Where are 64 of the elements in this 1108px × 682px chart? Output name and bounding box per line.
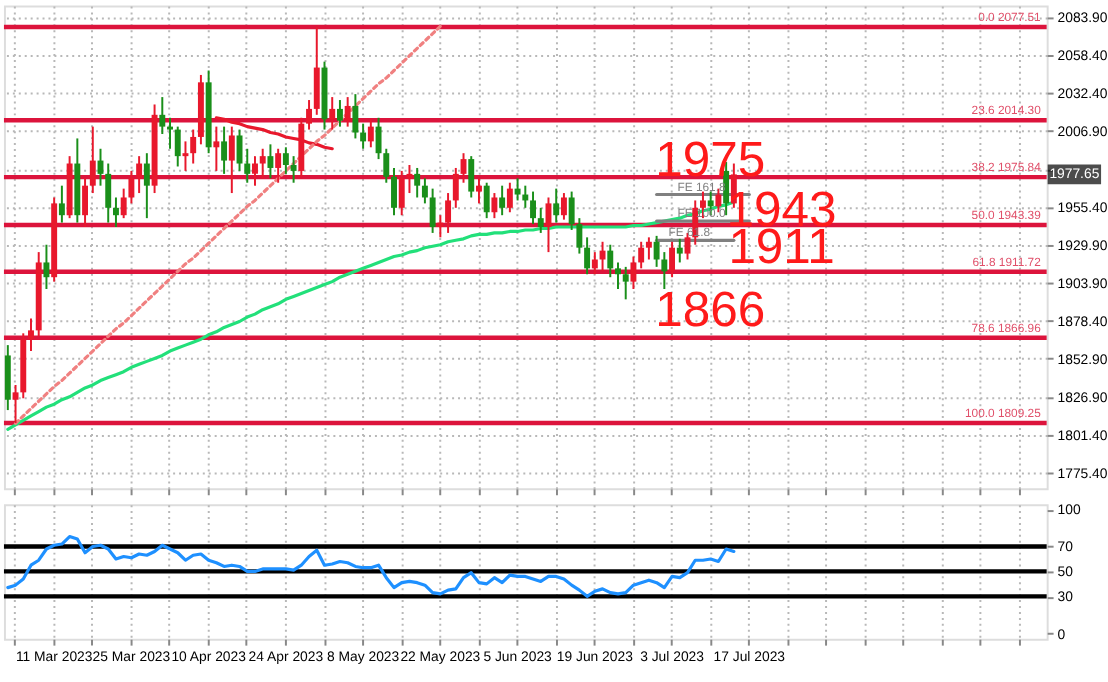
candlestick — [259, 147, 266, 180]
candlestick — [599, 240, 606, 273]
candlestick — [89, 125, 96, 195]
candlestick — [468, 155, 475, 199]
candlestick — [336, 99, 343, 128]
candlestick — [445, 192, 452, 234]
candlestick — [630, 255, 637, 291]
line-series — [13, 24, 442, 425]
candlestick — [391, 166, 397, 217]
candlestick — [514, 177, 521, 202]
candlestick — [669, 240, 676, 279]
candlestick — [421, 177, 428, 205]
candlestick — [638, 240, 645, 270]
candlestick — [607, 243, 614, 279]
candlestick — [221, 125, 228, 175]
candlestick — [182, 140, 189, 172]
candlestick — [190, 128, 197, 165]
candlestick — [553, 187, 560, 224]
candlestick — [143, 152, 150, 220]
candlestick — [530, 190, 536, 226]
candlestick — [414, 166, 421, 199]
candlestick — [344, 96, 351, 128]
candlestick — [329, 96, 336, 131]
candlestick — [4, 344, 11, 412]
candlestick — [167, 116, 173, 150]
candlestick — [615, 261, 621, 291]
candlestick — [537, 206, 544, 234]
candlestick — [429, 187, 436, 234]
candlestick — [452, 166, 459, 209]
candlestick — [499, 184, 506, 217]
candlestick — [483, 181, 490, 220]
candlestick — [584, 236, 591, 276]
candlestick — [136, 155, 143, 195]
candlestick — [213, 125, 220, 172]
line-series — [6, 534, 736, 598]
candlestick — [105, 162, 112, 224]
candlestick — [267, 143, 274, 180]
candlestick — [82, 177, 89, 228]
candlestick — [645, 236, 652, 261]
candlestick — [306, 99, 313, 131]
annotation: 1866 — [655, 284, 766, 339]
candlestick — [159, 96, 166, 135]
candlestick — [491, 192, 498, 220]
candlestick — [290, 155, 297, 184]
candlestick — [476, 177, 482, 205]
candlestick — [282, 146, 289, 175]
candlestick — [676, 237, 683, 264]
candlestick — [28, 317, 34, 353]
candlestick — [622, 265, 629, 301]
candlestick — [591, 251, 598, 276]
candlestick — [313, 25, 320, 116]
candlestick — [275, 147, 282, 184]
candlestick — [437, 214, 444, 239]
candlestick — [352, 93, 359, 140]
candlestick — [506, 181, 513, 214]
candlestick — [560, 192, 567, 221]
candlestick — [252, 155, 258, 187]
candlestick — [398, 169, 405, 217]
candlestick — [112, 196, 119, 228]
candlestick — [367, 118, 374, 149]
candlestick — [43, 243, 50, 291]
candlestick — [360, 122, 367, 150]
candlestick — [58, 184, 65, 224]
candlestick — [174, 125, 181, 168]
